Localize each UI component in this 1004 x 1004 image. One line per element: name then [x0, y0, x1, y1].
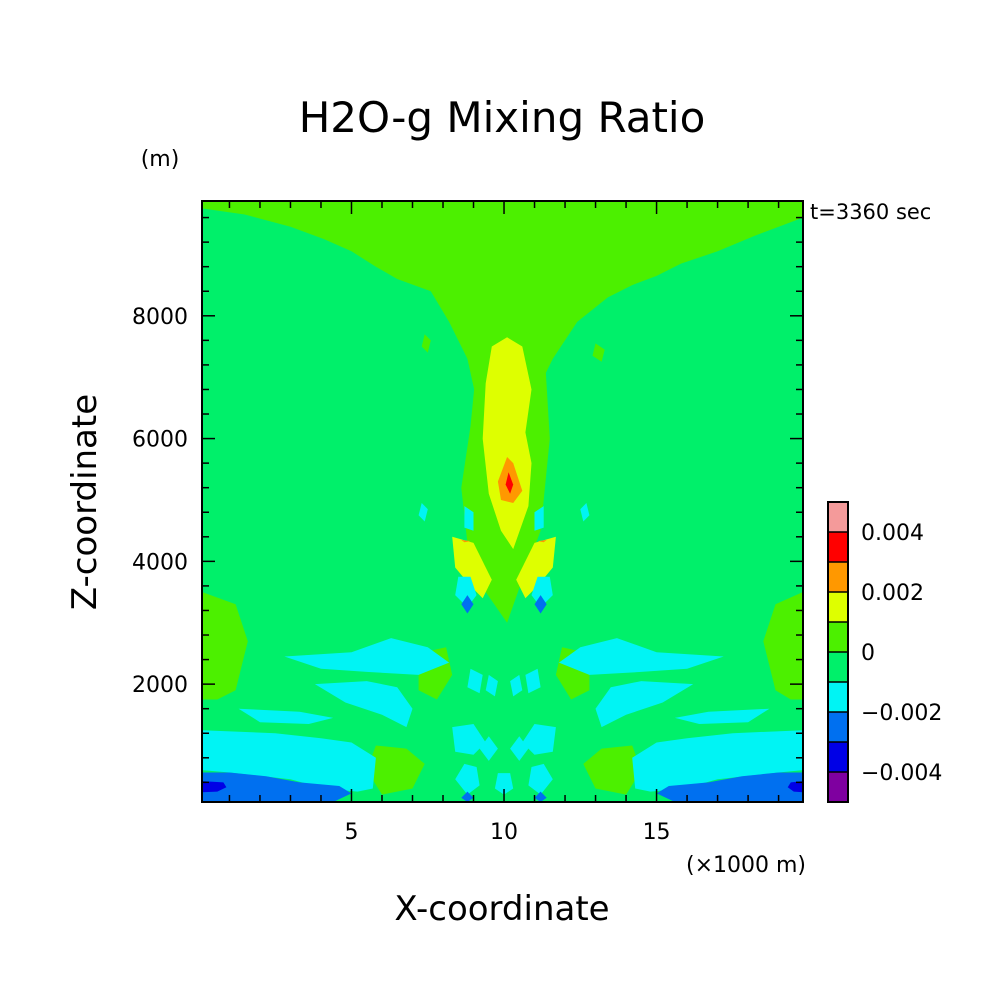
colorbar-segment: [828, 712, 848, 742]
contour-region: [452, 536, 492, 599]
colorbar-label: 0.004: [861, 521, 924, 546]
contour-region: [421, 334, 431, 353]
y-unit-label: (m): [141, 147, 180, 172]
contour-region: [479, 736, 498, 761]
contour-region: [314, 681, 413, 728]
contour-regions: [202, 201, 803, 802]
x-tick-label: 5: [344, 820, 358, 845]
contour-region: [238, 708, 334, 724]
contour-region: [656, 772, 803, 802]
y-tick-label: 8000: [132, 305, 188, 330]
contour-region: [461, 595, 474, 614]
contour-region: [202, 730, 376, 792]
contour-region: [525, 668, 541, 694]
colorbar-segment: [828, 532, 848, 562]
contour-region: [461, 539, 471, 543]
contour-region: [202, 781, 227, 793]
contour-region: [366, 745, 425, 795]
x-tick-label: 15: [643, 820, 671, 845]
x-tick-labels: 5 10 15: [344, 820, 670, 845]
y-tick-label: 6000: [132, 428, 188, 453]
colorbar-label: 0.002: [861, 581, 924, 606]
contour-region: [452, 724, 486, 755]
contour-region: [528, 763, 553, 795]
contour-region: [534, 595, 547, 614]
contour-region: [202, 201, 803, 421]
y-axis-label: Z-coordinate: [65, 394, 105, 610]
contour-region: [485, 674, 498, 697]
colorbar-frame: [827, 501, 849, 803]
y-tick-label: 4000: [132, 550, 188, 575]
contour-region: [202, 772, 352, 802]
contour-region: [455, 763, 480, 795]
colorbar-label: −0.002: [861, 701, 942, 726]
contour-region: [202, 592, 248, 700]
contour-region: [418, 503, 428, 522]
contour-region: [464, 506, 474, 531]
contour-region: [537, 539, 547, 543]
colorbar-segment: [828, 502, 848, 532]
colorbar-segment: [828, 622, 848, 652]
colorbar-label: 0: [861, 641, 875, 666]
chart-title: H2O-g Mixing Ratio: [299, 93, 706, 142]
contour-region: [531, 576, 553, 608]
colorbar-segment: [828, 682, 848, 712]
contour-region: [461, 791, 474, 802]
colorbar-segment: [828, 592, 848, 622]
contour-region: [522, 724, 556, 755]
x-axis-label: X-coordinate: [394, 889, 609, 929]
contour-region: [592, 343, 605, 362]
contour-region: [534, 791, 547, 802]
x-unit-label: (×1000 m): [686, 853, 806, 878]
contour-region: [558, 638, 724, 675]
contour-region: [455, 576, 477, 608]
contour-region: [505, 472, 514, 494]
contour-region: [632, 730, 803, 792]
y-tick-label: 2000: [132, 673, 188, 698]
colorbar-segment: [828, 562, 848, 592]
colorbar-segment: [828, 742, 848, 772]
contour-region: [534, 506, 544, 531]
colorbar-segment: [828, 772, 848, 802]
plot-frame: [201, 200, 804, 803]
contour-region: [284, 638, 450, 675]
colorbar-segment: [828, 652, 848, 682]
time-label: t=3360 sec: [810, 200, 931, 224]
contour-region: [763, 592, 803, 700]
y-tick-labels: 2000 4000 6000 8000: [132, 305, 188, 698]
x-tick-label: 10: [490, 820, 518, 845]
axis-ticks: [202, 201, 803, 802]
contour-region: [583, 745, 642, 795]
contour-region: [580, 503, 590, 522]
contour-region: [510, 736, 529, 761]
contour-region: [482, 337, 532, 550]
contour-region: [494, 773, 514, 795]
contour-region: [595, 681, 694, 728]
contour-region: [516, 536, 556, 599]
contour-region: [674, 708, 770, 724]
contour-region: [787, 781, 803, 793]
contour-region: [510, 674, 523, 697]
contour-region: [467, 668, 483, 694]
colorbar-label: −0.004: [861, 761, 942, 786]
colorbar: 0.004 0.002 0 −0.002 −0.004: [827, 501, 942, 803]
